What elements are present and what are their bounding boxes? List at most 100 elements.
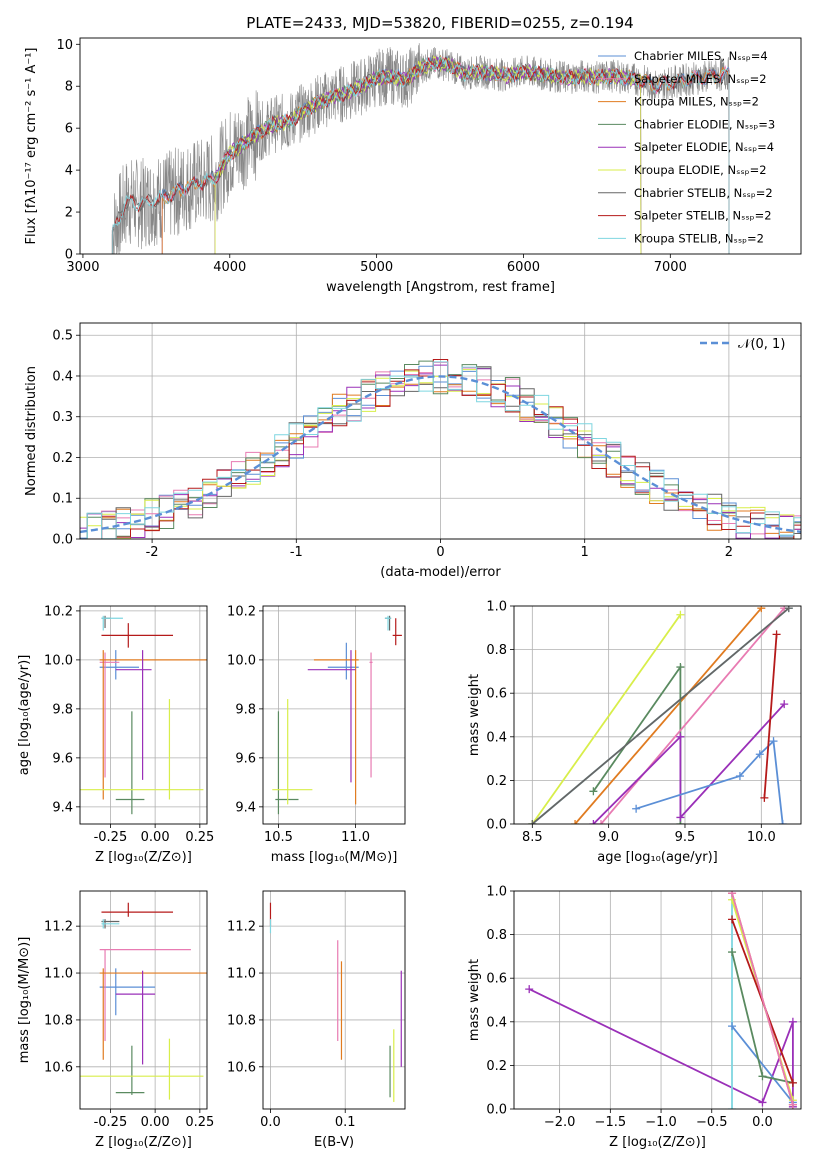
x-tick-label: 9.0 xyxy=(598,830,619,845)
axes-frame xyxy=(79,890,208,1110)
mass-weight-marker xyxy=(589,820,598,824)
normal-reference-curve xyxy=(80,375,801,534)
mass-weight-marker xyxy=(676,663,685,672)
legend-label: Salpeter ELODIE, Nₛₛₚ=4 xyxy=(634,140,774,154)
plot-area xyxy=(80,615,207,815)
axes-frame xyxy=(513,890,802,1110)
mass-weight-line xyxy=(600,607,785,824)
model-spectrum-line xyxy=(161,55,730,254)
y-tick-label: 0.8 xyxy=(486,643,507,658)
x-tick-label: 0.00 xyxy=(141,830,170,845)
plot-area xyxy=(80,359,801,539)
mass-weight-marker xyxy=(755,750,764,759)
chart-weight-vs-age: 8.5 9.0 9.5 10.0 0.0 0.2 0.4 0.6 0.8 1.0 age [log₁… xyxy=(467,600,802,865)
x-tick-label: 2 xyxy=(725,545,733,560)
x-axis-label: age [log₁₀(age/yr)] xyxy=(597,850,718,865)
plot-area xyxy=(111,43,730,254)
residual-histogram xyxy=(80,361,801,539)
x-tick-label: 0.00 xyxy=(141,1115,170,1130)
x-tick-label: 7000 xyxy=(654,260,687,275)
x-axis-label: mass [log₁₀(M/M⊙)] xyxy=(271,850,398,865)
y-tick-label: 10.8 xyxy=(44,1013,73,1028)
mass-weight-marker xyxy=(632,804,641,813)
y-tick-label: 0.5 xyxy=(52,329,73,344)
legend-label: Chabrier ELODIE, Nₛₛₚ=3 xyxy=(634,117,775,131)
mass-weight-line xyxy=(731,892,794,1105)
y-tick-label: 0.6 xyxy=(486,687,507,702)
x-axis-label: Z [log₁₀(Z/Z⊙)] xyxy=(95,850,192,865)
y-tick-label: 2 xyxy=(65,206,73,221)
axes-frame xyxy=(79,322,802,540)
chart-age-vs-Z: -0.25 0.00 0.25 9.4 9.6 9.8 10.0 10.2 Z [log₁₀(Z… xyxy=(17,604,214,865)
y-tick-label: 0.4 xyxy=(486,1015,507,1030)
mass-weight-line xyxy=(528,988,794,1107)
x-tick-label: 4000 xyxy=(213,260,246,275)
mass-weight-marker xyxy=(728,1105,737,1109)
y-tick-label: 10.6 xyxy=(44,1060,73,1075)
x-tick-label: -2 xyxy=(146,545,159,560)
x-tick-label: 10.0 xyxy=(747,830,776,845)
mass-weight-line xyxy=(531,607,790,824)
y-tick-label: 0.4 xyxy=(486,730,507,745)
axes-frame xyxy=(513,605,802,825)
mass-weight-marker xyxy=(788,1078,797,1087)
mass-weight-marker xyxy=(758,1072,767,1081)
chart-mass-vs-ebv: 0.0 0.1 10.6 10.8 11.0 11.2 E(B-V) xyxy=(227,890,406,1150)
x-tick-label: −2.0 xyxy=(544,1115,576,1130)
y-tick-label: 0.0 xyxy=(486,1103,507,1118)
mass-weight-line xyxy=(592,703,785,824)
axes-frame xyxy=(262,605,406,825)
mass-weight-marker xyxy=(758,1098,767,1107)
y-axis-label: mass [log₁₀(M/M⊙)] xyxy=(17,937,32,1064)
mass-weight-marker xyxy=(769,737,778,746)
mass-weight-marker xyxy=(676,610,685,619)
y-tick-label: 9.8 xyxy=(235,702,256,717)
y-tick-label: 9.6 xyxy=(235,751,256,766)
mass-weight-marker xyxy=(676,732,685,741)
x-tick-label: 0.0 xyxy=(260,1115,281,1130)
x-tick-label: 9.5 xyxy=(675,830,696,845)
y-tick-label: 11.2 xyxy=(227,920,256,935)
y-tick-label: 6 xyxy=(65,122,73,137)
y-tick-label: 1.0 xyxy=(486,885,507,900)
y-tick-label: 0.6 xyxy=(486,972,507,987)
residual-histogram xyxy=(80,365,801,539)
y-tick-label: 11.0 xyxy=(44,967,73,982)
y-tick-label: 10.6 xyxy=(227,1060,256,1075)
y-tick-label: 1.0 xyxy=(486,600,507,615)
legend-label: Kroupa ELODIE, Nₛₛₚ=2 xyxy=(634,163,767,177)
mass-weight-marker xyxy=(589,787,598,796)
y-tick-label: 0.0 xyxy=(52,533,73,548)
mass-weight-marker xyxy=(760,793,769,802)
model-spectrum-line xyxy=(214,55,642,254)
x-tick-label: -1 xyxy=(290,545,303,560)
figure-title: PLATE=2433, MJD=53820, FIBERID=0255, z=0… xyxy=(246,14,633,32)
mass-weight-marker xyxy=(784,606,793,613)
x-tick-label: 6000 xyxy=(507,260,540,275)
x-tick-label: 1 xyxy=(581,545,589,560)
legend: Chabrier MILES, Nₛₛₚ=4 Salpeter MILES, Nₛ… xyxy=(598,49,775,245)
x-tick-label: 0.1 xyxy=(335,1115,356,1130)
y-tick-label: 10.2 xyxy=(44,604,73,619)
model-spectrum-line xyxy=(111,56,730,254)
x-tick-label: 8.5 xyxy=(522,830,543,845)
residual-histogram xyxy=(80,360,801,539)
x-tick-label: 0.25 xyxy=(185,830,214,845)
mass-weight-marker xyxy=(728,1022,737,1031)
x-axis-label: Z [log₁₀(Z/Z⊙)] xyxy=(609,1135,706,1150)
mass-weight-marker xyxy=(528,820,537,824)
x-tick-label: −1.0 xyxy=(645,1115,677,1130)
y-tick-label: 4 xyxy=(65,164,73,179)
mass-weight-marker xyxy=(788,1100,797,1109)
plot-area xyxy=(272,615,402,815)
x-axis-label: Z [log₁₀(Z/Z⊙)] xyxy=(95,1135,192,1150)
plot-area xyxy=(528,606,793,824)
mass-weight-marker xyxy=(728,915,737,924)
y-tick-label: 0.2 xyxy=(486,1059,507,1074)
mass-weight-line xyxy=(763,634,778,798)
legend-label: Chabrier MILES, Nₛₛₚ=4 xyxy=(634,49,768,63)
x-tick-label: -0.25 xyxy=(94,1115,128,1130)
x-tick-label: 5000 xyxy=(360,260,393,275)
legend-label: Kroupa MILES, Nₛₛₚ=2 xyxy=(634,95,759,109)
